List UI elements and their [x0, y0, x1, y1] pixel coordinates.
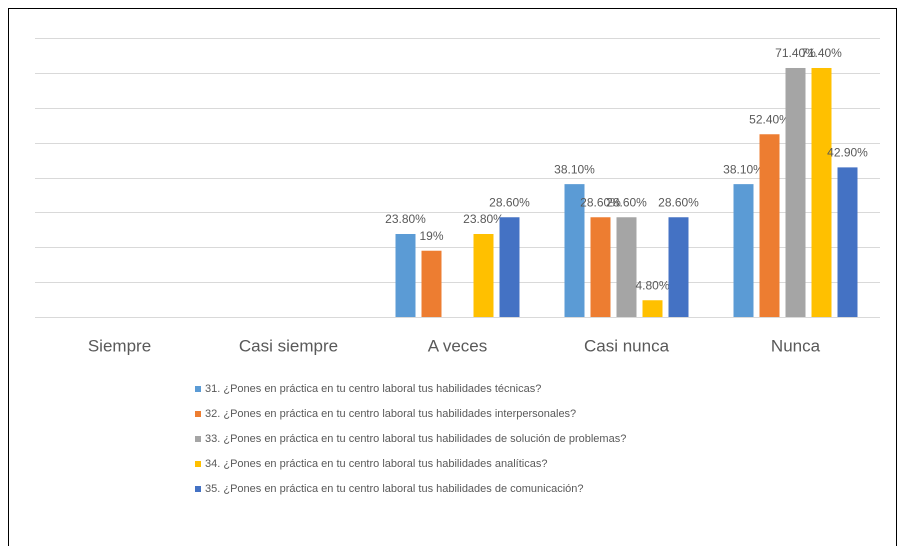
legend-swatch [195, 436, 201, 442]
data-label: 23.80% [463, 212, 504, 226]
legend-swatch [195, 461, 201, 467]
bar [473, 233, 494, 317]
legend-label: 33. ¿Pones en práctica en tu centro labo… [205, 433, 626, 445]
data-label: 38.10% [723, 162, 764, 176]
data-label: 28.60% [606, 195, 647, 209]
data-label: 38.10% [554, 162, 595, 176]
bar [590, 217, 611, 317]
data-label: 28.60% [658, 195, 699, 209]
data-label: 19% [419, 229, 443, 243]
bar [733, 184, 754, 317]
legend-swatch [195, 386, 201, 392]
bar [837, 167, 858, 317]
x-tick-label: A veces [428, 336, 488, 355]
bar [616, 217, 637, 317]
data-label: 71.40% [801, 46, 842, 60]
legend-swatch [195, 486, 201, 492]
data-label: 23.80% [385, 212, 426, 226]
x-tick-label: Siempre [88, 336, 151, 355]
bar [668, 217, 689, 317]
data-label: 28.60% [489, 195, 530, 209]
legend-swatch [195, 411, 201, 417]
frame [8, 8, 897, 546]
x-tick-label: Nunca [771, 336, 821, 355]
bar [499, 217, 520, 317]
bar [395, 233, 416, 317]
bar [564, 184, 585, 317]
data-label: 42.90% [827, 146, 868, 160]
data-label: 4.80% [635, 278, 669, 292]
legend-label: 32. ¿Pones en práctica en tu centro labo… [205, 408, 576, 420]
x-tick-label: Casi nunca [584, 336, 670, 355]
x-tick-label: Casi siempre [239, 336, 338, 355]
data-label: 52.40% [749, 112, 790, 126]
bar [421, 250, 442, 317]
legend-label: 31. ¿Pones en práctica en tu centro labo… [205, 383, 541, 395]
data-label: 71.40% [775, 46, 816, 60]
legend-label: 34. ¿Pones en práctica en tu centro labo… [205, 458, 547, 470]
bar [759, 134, 780, 317]
data-label: 28.60% [580, 195, 621, 209]
bar [642, 300, 663, 317]
bar [811, 67, 832, 318]
legend-label: 35. ¿Pones en práctica en tu centro labo… [205, 483, 584, 495]
bar [785, 67, 806, 318]
